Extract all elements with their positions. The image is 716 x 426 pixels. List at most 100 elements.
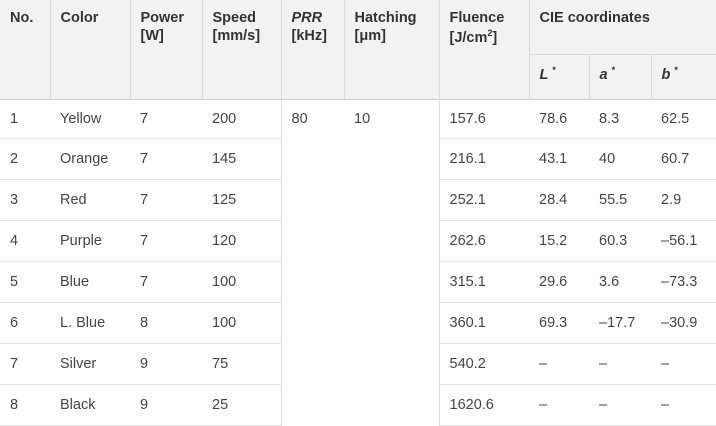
cell-a: 8.3 [589,99,651,139]
cell-no: 3 [0,179,50,221]
cell-speed: 100 [202,302,282,344]
fluence-unit-base: [J/cm [449,29,488,46]
header-speed-label: Speed [212,10,257,26]
header-power-label: Power [140,10,185,26]
header-a-star: * [611,65,616,75]
cell-no: 6 [0,302,50,344]
header-hatching-unit: [μm] [354,28,386,44]
cell-L: 78.6 [529,99,589,139]
header-prr-label: PRR [291,10,323,26]
cell-no: 4 [0,220,50,262]
table-row: 5 Blue 7 100 315.1 29.6 3.6 –73.3 [0,261,716,303]
cell-b: – [651,384,716,426]
header-a: a * [589,54,652,100]
cell-no: 8 [0,384,50,426]
cell-hatching: 10 [344,99,440,426]
cell-a: 60.3 [589,220,651,262]
cell-no: 5 [0,261,50,303]
cell-speed: 200 [202,99,282,139]
header-L-label: L [539,66,549,83]
cell-speed: 100 [202,261,282,303]
cell-color: L. Blue [50,302,130,344]
header-no: No. [0,0,51,100]
cell-power: 9 [130,384,202,426]
header-cie: CIE coordinates [529,0,716,55]
cell-color: Black [50,384,130,426]
cell-fluence: 540.2 [439,343,529,385]
cell-b: – [651,343,716,385]
header-speed-unit: [mm/s] [212,28,261,44]
cell-a: 40 [589,138,651,180]
table-row: 2 Orange 7 145 216.1 43.1 40 60.7 [0,138,716,180]
cell-L: – [529,384,589,426]
cell-no: 7 [0,343,50,385]
cell-power: 7 [130,261,202,303]
cell-no: 2 [0,138,50,180]
header-hatching-label: Hatching [354,10,417,26]
cell-b: 60.7 [651,138,716,180]
cell-fluence: 157.6 [439,99,529,139]
cell-L: 43.1 [529,138,589,180]
header-prr: PRR [kHz] [281,0,345,100]
cell-b: –30.9 [651,302,716,344]
header-fluence-label: Fluence [449,10,505,26]
cell-L: 69.3 [529,302,589,344]
header-fluence-unit: [J/cm2] [450,28,519,46]
cell-power: 7 [130,138,202,180]
cell-color: Purple [50,220,130,262]
cell-a: – [589,343,651,385]
cell-a: 55.5 [589,179,651,221]
cell-speed: 120 [202,220,282,262]
header-speed: Speed [mm/s] [202,0,282,100]
cell-color: Silver [50,343,130,385]
header-b-star: * [674,65,678,75]
header-power: Power [W] [130,0,203,100]
cell-L: 28.4 [529,179,589,221]
cell-L: 29.6 [529,261,589,303]
fluence-unit-close: ] [492,29,498,46]
table-row: 4 Purple 7 120 262.6 15.2 60.3 –56.1 [0,220,716,262]
table-body: 1 Yellow 7 200 80 10 157.6 78.6 8.3 62.5… [0,99,716,426]
cell-speed: 75 [202,343,282,385]
table-row: 1 Yellow 7 200 80 10 157.6 78.6 8.3 62.5 [0,99,716,426]
cell-L: – [529,343,589,385]
cell-color: Blue [50,261,130,303]
cell-color: Yellow [50,99,130,139]
cell-power: 8 [130,302,202,344]
cell-color: Red [50,179,130,221]
cell-power: 7 [130,220,202,262]
header-fluence: Fluence [J/cm2] [439,0,530,100]
cell-prr: 80 [291,111,308,127]
header-hatching: Hatching [μm] [344,0,440,100]
table-row: 6 L. Blue 8 100 360.1 69.3 –17.7 –30.9 [0,302,716,344]
table-header: No. Color Power [W] Speed [mm/s] PRR [kH… [0,0,716,100]
cell-speed: 25 [202,384,282,426]
header-L: L * [529,54,590,100]
header-L-star: * [552,65,556,75]
cell-fluence: 262.6 [439,220,529,262]
cell-fluence: 216.1 [439,138,529,180]
cell-a: – [589,384,651,426]
cell-b: –73.3 [651,261,716,303]
cell-speed: 125 [202,179,282,221]
table-row: 3 Red 7 125 252.1 28.4 55.5 2.9 [0,179,716,221]
cell-b: 62.5 [651,99,716,139]
cell-a: 3.6 [589,261,651,303]
cell-fluence: 252.1 [439,179,529,221]
cell-power: 7 [130,99,202,139]
header-prr-unit: [kHz] [291,28,327,44]
cell-fluence: 1620.6 [439,384,529,426]
cell-color: Orange [50,138,130,180]
cell-b: 2.9 [651,179,716,221]
table-row: 7 Silver 9 75 540.2 – – – [0,343,716,385]
cell-L: 15.2 [529,220,589,262]
cell-no: 1 [0,99,50,139]
header-b-label: b [661,66,671,83]
cell-power: 9 [130,343,202,385]
header-color: Color [50,0,131,100]
cell-b: –56.1 [651,220,716,262]
header-power-unit: [W] [140,28,164,44]
cell-fluence: 360.1 [439,302,529,344]
cell-fluence: 315.1 [439,261,529,303]
